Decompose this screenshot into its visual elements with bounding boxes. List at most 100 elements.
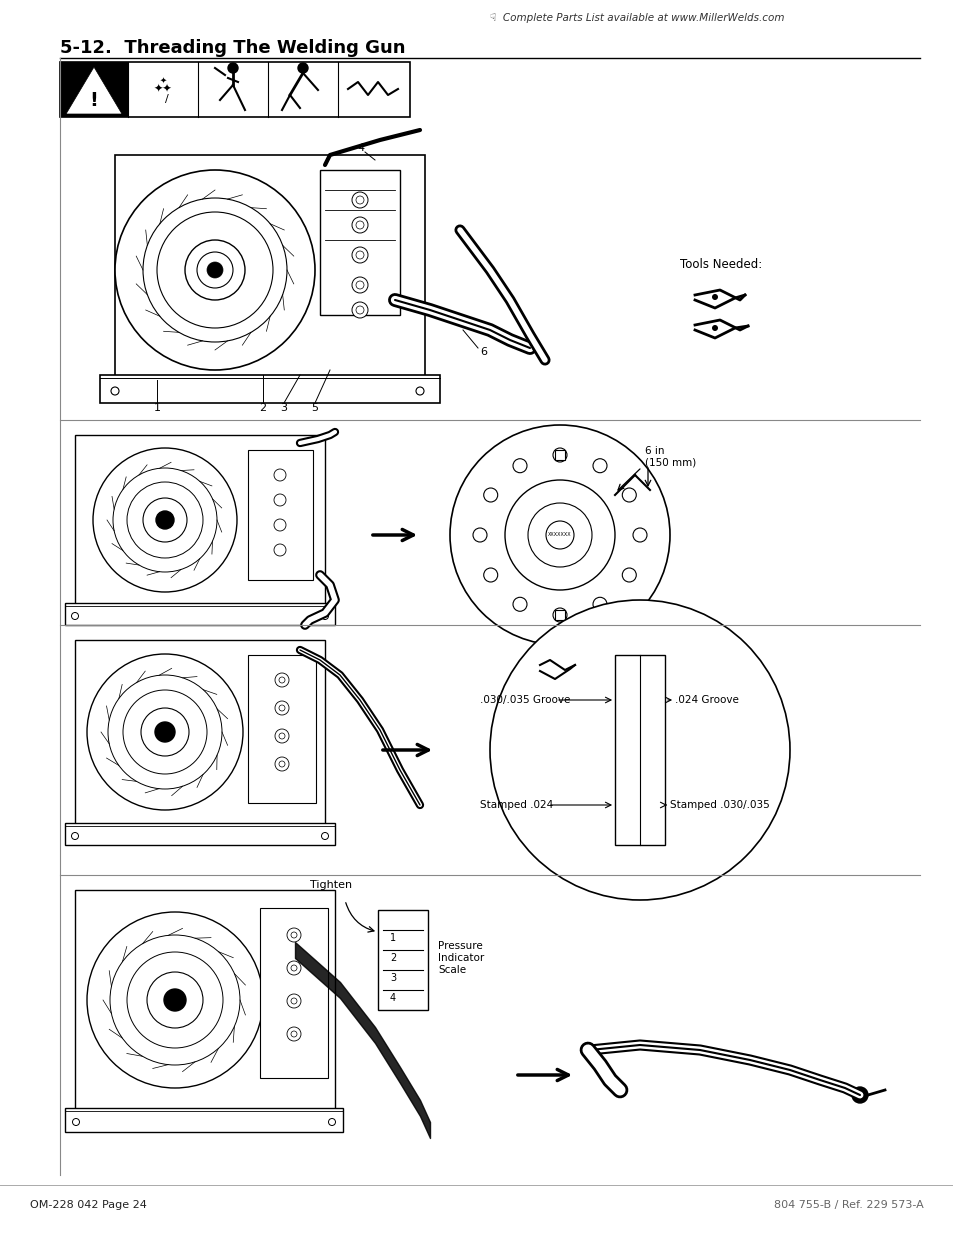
Bar <box>75 640 325 825</box>
Circle shape <box>127 482 203 558</box>
Circle shape <box>111 387 119 395</box>
Text: 4: 4 <box>390 993 395 1003</box>
Circle shape <box>527 503 592 567</box>
Circle shape <box>141 708 189 756</box>
Text: Stamped .030/.035: Stamped .030/.035 <box>669 800 769 810</box>
Circle shape <box>593 458 606 473</box>
Circle shape <box>513 458 526 473</box>
Circle shape <box>287 1028 301 1041</box>
Circle shape <box>287 994 301 1008</box>
Bar <box>248 655 315 803</box>
Circle shape <box>108 676 222 789</box>
Text: Tighten: Tighten <box>310 881 352 890</box>
Circle shape <box>633 529 646 542</box>
Circle shape <box>196 252 233 288</box>
Circle shape <box>711 325 718 331</box>
Text: 1: 1 <box>153 403 160 412</box>
Circle shape <box>352 191 368 207</box>
Bar <box>60 62 410 117</box>
Bar <box>75 435 325 605</box>
Bar <box>555 610 564 620</box>
Circle shape <box>274 519 286 531</box>
Circle shape <box>851 1087 867 1103</box>
Text: /: / <box>157 94 168 104</box>
Text: 4: 4 <box>356 143 364 153</box>
Circle shape <box>291 1031 296 1037</box>
Text: 804 755-B / Ref. 229 573-A: 804 755-B / Ref. 229 573-A <box>774 1200 923 1210</box>
Bar <box>100 375 439 403</box>
Bar <box>115 156 424 380</box>
Circle shape <box>483 568 497 582</box>
Circle shape <box>92 448 236 592</box>
Circle shape <box>278 761 285 767</box>
Text: Stamped .024: Stamped .024 <box>479 800 553 810</box>
Circle shape <box>157 212 273 329</box>
Bar <box>60 62 128 117</box>
Text: !: ! <box>90 90 98 110</box>
Circle shape <box>328 1119 335 1125</box>
Circle shape <box>355 282 364 289</box>
Circle shape <box>553 608 566 622</box>
Circle shape <box>287 927 301 942</box>
Text: OM-228 042 Page 24: OM-228 042 Page 24 <box>30 1200 147 1210</box>
Bar <box>65 823 335 845</box>
Circle shape <box>352 247 368 263</box>
Circle shape <box>156 511 173 529</box>
Circle shape <box>621 568 636 582</box>
Text: 5-12.  Threading The Welding Gun: 5-12. Threading The Welding Gun <box>60 40 405 57</box>
Text: Tools Needed:: Tools Needed: <box>679 258 761 272</box>
Circle shape <box>278 677 285 683</box>
Circle shape <box>110 935 240 1065</box>
Text: 6: 6 <box>479 347 486 357</box>
Circle shape <box>147 972 203 1028</box>
Text: .024 Groove: .024 Groove <box>675 695 739 705</box>
Circle shape <box>274 543 286 556</box>
Circle shape <box>291 965 296 971</box>
Circle shape <box>228 63 237 73</box>
Circle shape <box>185 240 245 300</box>
Circle shape <box>71 613 78 620</box>
Text: 1: 1 <box>390 932 395 944</box>
Text: .030/.035 Groove: .030/.035 Groove <box>479 695 570 705</box>
Circle shape <box>274 701 289 715</box>
Circle shape <box>112 468 216 572</box>
Circle shape <box>274 757 289 771</box>
Circle shape <box>490 600 789 900</box>
Circle shape <box>416 387 423 395</box>
Bar <box>65 603 335 625</box>
Circle shape <box>291 932 296 939</box>
Circle shape <box>621 488 636 501</box>
Circle shape <box>72 1119 79 1125</box>
Bar <box>65 1108 343 1132</box>
Circle shape <box>143 498 187 542</box>
Circle shape <box>297 63 308 73</box>
Circle shape <box>504 480 615 590</box>
Circle shape <box>278 705 285 711</box>
Text: XXXXXXX: XXXXXXX <box>548 532 571 537</box>
Circle shape <box>545 521 574 550</box>
Circle shape <box>154 722 174 742</box>
Circle shape <box>355 221 364 228</box>
Bar <box>248 450 313 580</box>
Circle shape <box>115 170 314 370</box>
Text: 2: 2 <box>390 953 395 963</box>
Circle shape <box>593 598 606 611</box>
Circle shape <box>355 251 364 259</box>
Circle shape <box>274 469 286 480</box>
Circle shape <box>274 673 289 687</box>
Circle shape <box>513 598 526 611</box>
Bar <box>75 890 335 1110</box>
Bar <box>377 910 428 1010</box>
Circle shape <box>274 494 286 506</box>
Circle shape <box>450 425 669 645</box>
Circle shape <box>291 998 296 1004</box>
Circle shape <box>123 690 207 774</box>
Text: 3: 3 <box>280 403 287 412</box>
Circle shape <box>473 529 486 542</box>
Circle shape <box>71 832 78 840</box>
Circle shape <box>352 217 368 233</box>
Text: ☟  Complete Parts List available at www.MillerWelds.com: ☟ Complete Parts List available at www.M… <box>490 14 783 23</box>
Circle shape <box>87 911 263 1088</box>
Bar <box>555 450 564 459</box>
Text: 5: 5 <box>312 403 318 412</box>
